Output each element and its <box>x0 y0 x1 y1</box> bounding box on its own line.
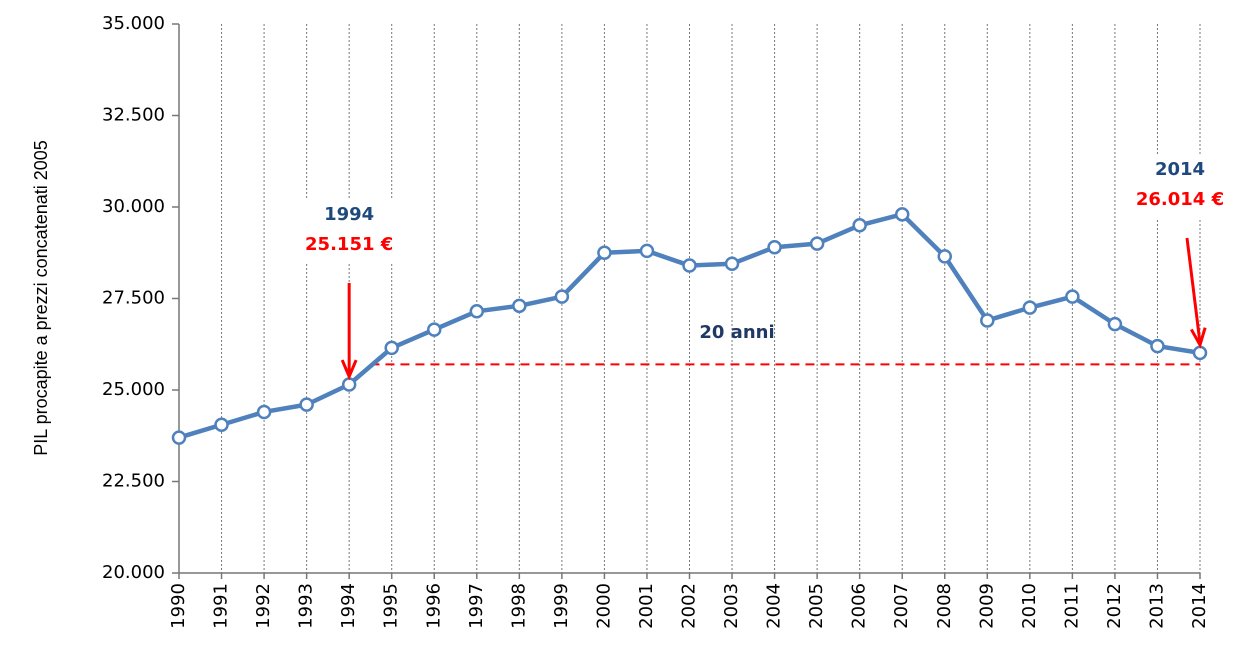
annotation-value: 25.151 € <box>305 234 393 255</box>
x-tick-label: 1994 <box>338 583 359 629</box>
data-point <box>639 243 655 259</box>
x-tick-label: 1996 <box>423 583 444 629</box>
x-tick-label: 1995 <box>381 583 402 629</box>
x-tick-label: 1998 <box>508 583 529 629</box>
data-point <box>767 240 782 255</box>
y-tick-label: 25.000 <box>102 379 165 400</box>
arrow-head <box>340 359 358 381</box>
x-tick-label: 2000 <box>593 583 614 629</box>
annotation-year: 1994 <box>324 204 374 225</box>
center-label: 20 anni <box>699 322 774 343</box>
x-tick-label: 1992 <box>253 583 274 629</box>
x-tick-label: 1997 <box>466 583 487 629</box>
data-point <box>682 258 697 273</box>
x-tick-label: 2010 <box>1019 583 1040 629</box>
x-tick-label: 2003 <box>721 583 742 629</box>
y-tick-label: 30.000 <box>102 196 165 217</box>
x-tick-label: 1991 <box>211 583 232 629</box>
data-point <box>597 245 612 260</box>
data-point <box>469 304 485 319</box>
annotation-year: 2014 <box>1155 159 1205 180</box>
data-point <box>937 249 952 264</box>
y-tick-label: 22.500 <box>102 471 165 492</box>
x-tick-label: 2013 <box>1146 583 1167 629</box>
data-point <box>980 313 995 328</box>
annotation-bg <box>1118 154 1239 218</box>
data-point <box>809 236 825 251</box>
data-point <box>256 404 272 420</box>
x-tick-label: 2006 <box>849 583 870 629</box>
data-point <box>299 397 314 412</box>
x-tick-label: 1999 <box>551 583 572 629</box>
y-tick-label: 35.000 <box>102 13 165 34</box>
x-tick-label: 2007 <box>891 583 912 629</box>
data-point <box>724 256 740 271</box>
annotation-value: 26.014 € <box>1136 189 1224 210</box>
arrow-head <box>1190 327 1207 349</box>
data-point <box>512 298 527 314</box>
x-tick-label: 2008 <box>934 583 955 629</box>
x-tick-label: 2014 <box>1189 583 1210 629</box>
x-tick-label: 2005 <box>806 583 827 629</box>
data-point <box>1192 345 1208 361</box>
arrow-shaft <box>1185 237 1202 344</box>
x-tick-label: 2004 <box>764 583 785 629</box>
x-tick-label: 2002 <box>679 583 700 629</box>
data-point <box>214 417 229 433</box>
data-point <box>1150 338 1165 354</box>
data-point <box>554 289 570 304</box>
y-axis-label: PIL procapite a prezzi concatenati 2005 <box>31 140 51 456</box>
data-point <box>1065 289 1080 304</box>
x-tick-label: 2012 <box>1104 583 1125 629</box>
x-tick-label: 2011 <box>1061 583 1082 629</box>
x-tick-label: 1993 <box>296 583 317 629</box>
y-tick-label: 32.500 <box>102 105 165 126</box>
data-point <box>852 218 867 233</box>
data-point <box>894 207 910 222</box>
x-tick-label: 2009 <box>976 583 997 629</box>
data-point <box>384 340 399 356</box>
y-tick-label: 20.000 <box>102 562 165 583</box>
x-tick-label: 1990 <box>168 583 189 629</box>
data-point <box>1107 316 1123 332</box>
y-tick-label: 27.500 <box>102 288 165 309</box>
data-point <box>1022 300 1038 315</box>
data-point <box>427 322 442 337</box>
annotation-bg <box>287 199 412 263</box>
data-point <box>171 430 187 445</box>
x-tick-label: 2001 <box>636 583 657 629</box>
